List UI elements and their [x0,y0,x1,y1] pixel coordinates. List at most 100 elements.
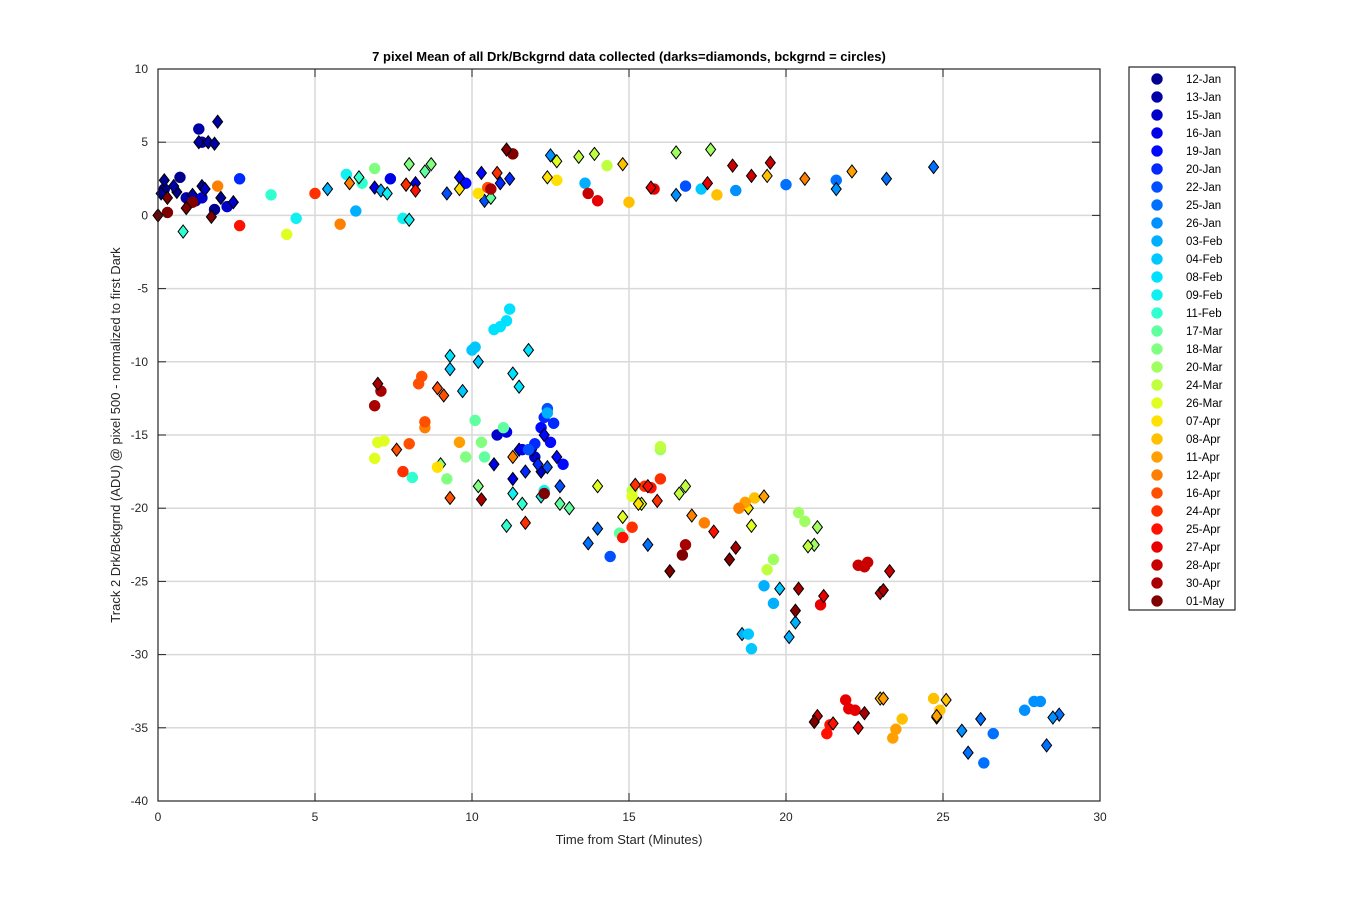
dark-point-22-jan [554,478,566,494]
legend-marker-11-apr [1151,451,1163,463]
background-point-25-jan [987,727,999,740]
dark-point-18-mar [472,478,484,494]
legend-marker-19-jan [1151,145,1163,157]
legend-marker-28-apr [1151,559,1163,571]
dark-point-12-jan [158,172,170,188]
dark-point-25-jan [582,536,594,551]
background-point-18-mar [368,162,381,175]
background-point-01-may [161,206,174,219]
y-tick-label: 10 [135,62,149,76]
dark-point-04-feb [472,354,484,370]
dark-point-25-apr [708,524,720,539]
dark-point-25-jan [880,171,893,187]
y-axis-label: Track 2 Drk/Bckgrnd (ADU) @ pixel 500 - … [108,247,123,623]
background-point-01-may [676,549,689,561]
legend-marker-15-jan [1151,109,1163,121]
legend-marker-20-jan [1151,163,1163,175]
legend-label-30-apr: 30-Apr [1186,578,1221,590]
x-tick-label: 5 [312,810,319,824]
x-tick-label: 0 [155,810,162,824]
legend-label-15-jan: 15-Jan [1186,110,1221,122]
background-point-30-apr [368,399,381,412]
scatter-marks [152,114,1065,769]
dark-point-22-jan [441,186,453,201]
dark-point-25-jan [591,521,604,537]
background-point-27-apr [591,195,604,207]
dark-point-15-jan [227,194,239,210]
dark-point-24-mar [679,478,692,494]
dark-point-16-apr [391,442,403,457]
background-point-18-mar [475,436,488,449]
x-tick-label: 30 [1093,810,1107,824]
legend-marker-25-jan [1151,199,1163,211]
dark-point-07-apr [453,181,466,197]
dark-point-25-jan [962,745,974,761]
dark-point-03-feb [783,629,795,645]
legend-marker-03-feb [1151,235,1163,247]
legend-marker-16-apr [1151,487,1163,499]
dark-point-08-feb [522,342,535,358]
dark-point-27-apr [645,180,657,195]
dark-point-08-apr [761,168,773,184]
background-point-08-apr [927,692,940,705]
legend-label-13-jan: 13-Jan [1186,92,1221,104]
background-point-12-apr [334,218,346,230]
background-point-24-apr [309,187,321,200]
background-point-11-feb [406,471,419,484]
dark-point-13-jan [212,114,224,130]
dark-point-24-mar [673,486,685,501]
dark-point-07-apr [632,496,645,512]
axis-ticks: 0 5 10 15 20 25 30 10 5 0 -5 -10 -15 -20 -25 -30 -35 -40 [131,62,1107,824]
dark-point-11-apr [758,489,770,504]
legend-label-27-apr: 27-Apr [1186,542,1221,554]
background-point-08-apr [623,196,635,208]
legend-label-11-feb: 11-Feb [1186,308,1222,320]
background-point-04-feb [742,628,755,640]
background-point-22-jan [522,443,535,456]
dark-point-27-apr [818,588,830,604]
background-point-20-jan [547,417,560,430]
background-point-07-apr [551,174,563,187]
plot-axes: 0 5 10 15 20 25 30 10 5 0 -5 -10 -15 -20 -25 -30 -35 -40 [131,62,1107,824]
background-point-09-feb [290,212,302,225]
dark-point-16-apr [444,490,456,506]
dark-point-24-mar [588,146,601,162]
dark-point-08-feb [507,366,519,381]
legend-marker-13-jan [1151,91,1163,103]
legend-label-08-apr: 08-Apr [1186,434,1221,446]
background-point-24-apr [397,465,409,478]
dark-point-03-feb [321,181,334,197]
background-point-07-apr [472,187,485,200]
background-point-26-mar [280,228,293,241]
background-point-22-jan [604,550,616,563]
dark-point-17-mar [563,500,575,516]
background-point-16-apr [419,416,431,428]
background-point-20-mar [792,506,805,519]
chart-title: 7 pixel Mean of all Drk/Bckgrnd data col… [372,49,886,64]
background-point-03-feb [767,597,780,610]
background-point-25-apr [233,219,246,232]
legend-marker-22-jan [1151,181,1163,193]
legend-label-16-jan: 16-Jan [1186,128,1221,140]
x-tick-label: 20 [779,810,793,824]
legend-label-25-apr: 25-Apr [1186,524,1221,536]
legend-label-03-feb: 03-Feb [1186,236,1222,248]
background-point-20-mar [767,553,780,566]
dark-point-30-apr [792,581,805,597]
background-point-08-feb [503,303,516,315]
x-axis-label: Time from Start (Minutes) [556,832,703,847]
dark-point-12-apr [343,175,356,191]
background-point-25-apr [616,531,629,544]
dark-point-22-jan [541,459,553,475]
y-tick-label: -40 [131,794,149,808]
y-tick-label: -25 [131,574,149,588]
legend-marker-18-mar [1151,343,1163,355]
dark-point-01-may [664,563,676,579]
background-point-24-mar [601,159,613,172]
dark-point-26-mar [617,509,629,525]
dark-point-09-feb [403,212,415,228]
legend-label-22-jan: 22-Jan [1186,182,1221,194]
background-point-25-jan [978,757,990,769]
dark-point-25-jan [642,537,654,553]
dark-point-28-apr [883,563,896,579]
